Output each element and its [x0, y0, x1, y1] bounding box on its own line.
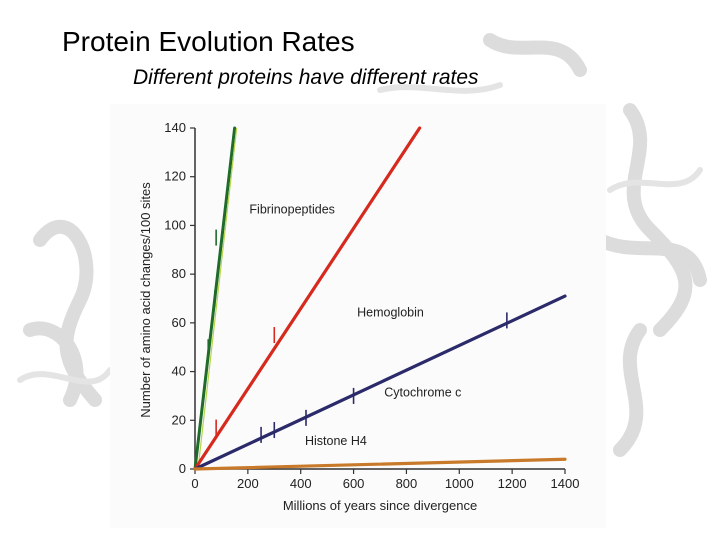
x-tick-label: 600 [343, 476, 365, 491]
hemoglobin-label: Hemoglobin [357, 306, 424, 320]
x-tick-label: 1200 [498, 476, 527, 491]
x-tick-label: 0 [191, 476, 198, 491]
y-tick-label: 0 [179, 461, 186, 476]
x-tick-label: 200 [237, 476, 259, 491]
y-tick-label: 120 [164, 169, 186, 184]
x-tick-label: 800 [396, 476, 418, 491]
y-tick-label: 20 [172, 412, 186, 427]
histone-h4-label: Histone H4 [305, 434, 367, 448]
series-tick-marks [207, 229, 508, 443]
cytochrome-c-line [193, 294, 567, 471]
slide-subtitle: Different proteins have different rates [133, 66, 479, 89]
x-axis-title: Millions of years since divergence [283, 498, 477, 513]
y-tick-label: 60 [172, 315, 186, 330]
slide-title: Protein Evolution Rates [62, 26, 355, 57]
x-tick-group: 0 200 400 600 800 1000 1200 1400 [191, 469, 579, 491]
histone-h4-line [193, 457, 567, 471]
series-lines [193, 126, 567, 471]
x-tick-label: 400 [290, 476, 312, 491]
cytochrome-c-label: Cytochrome c [384, 385, 461, 399]
y-tick-label: 80 [172, 266, 186, 281]
y-tick-label: 40 [172, 364, 186, 379]
y-tick-group: 0 20 40 60 80 100 120 140 [164, 120, 195, 476]
fibrinopeptides-label: Fibrinopeptides [249, 202, 334, 216]
x-tick-label: 1000 [445, 476, 474, 491]
y-tick-label: 100 [164, 217, 186, 232]
x-tick-label: 1400 [551, 476, 580, 491]
chart-axes [194, 128, 565, 470]
y-axis-title: Number of amino acid changes/100 sites [138, 182, 153, 418]
fibrinopeptides-line-highlight [197, 127, 238, 470]
series-labels: Fibrinopeptides Hemoglobin Cytochrome c His… [249, 202, 461, 448]
y-tick-label: 140 [164, 120, 186, 135]
hemoglobin-line [193, 126, 422, 471]
